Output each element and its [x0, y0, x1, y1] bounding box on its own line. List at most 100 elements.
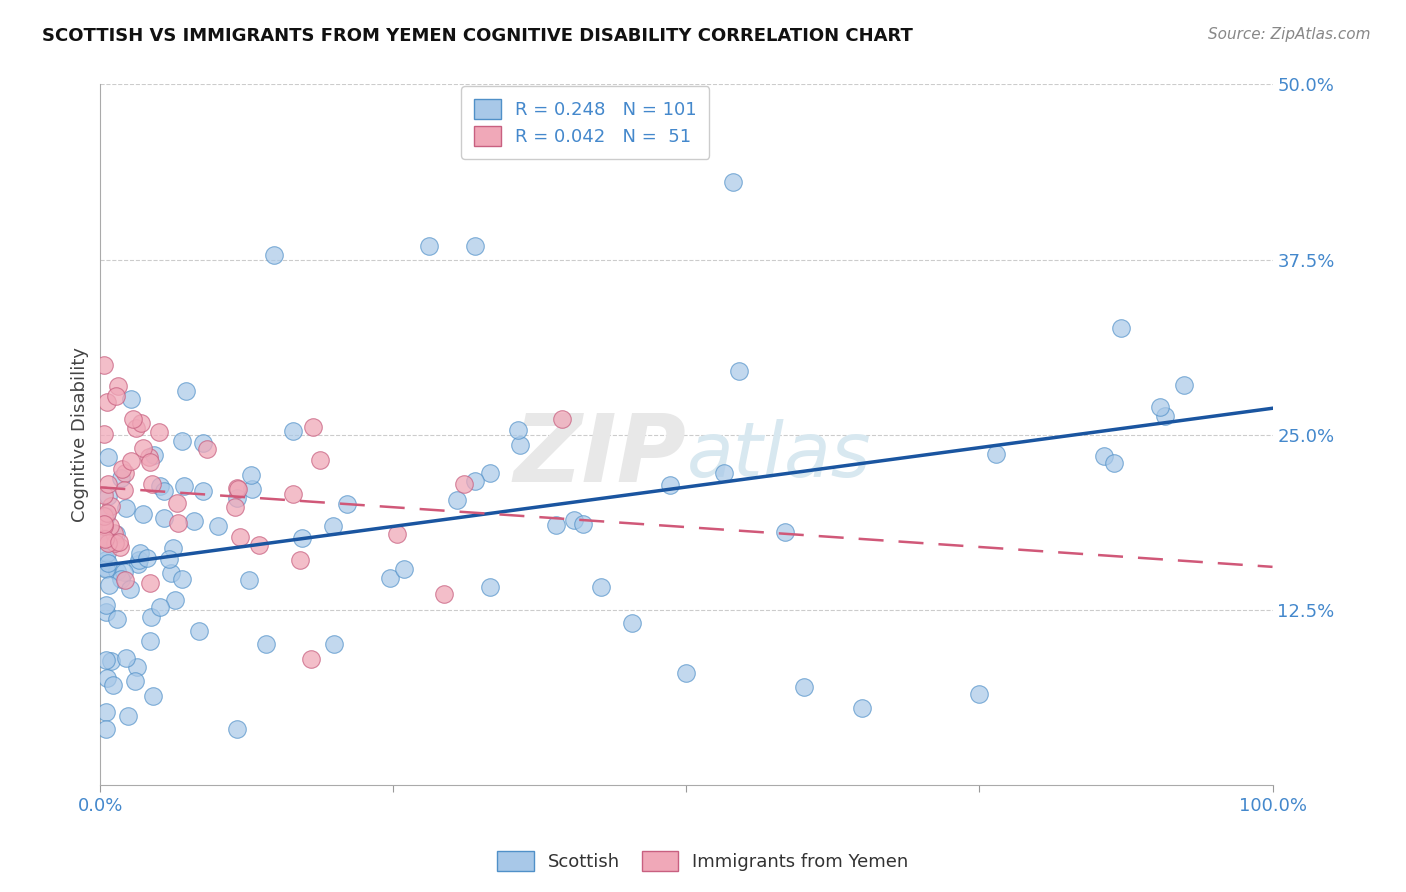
Point — [247, 538, 270, 552]
Point — [659, 478, 682, 492]
Point — [96, 722, 118, 736]
Point — [1153, 409, 1175, 424]
Point — [727, 364, 749, 378]
Point — [96, 394, 118, 409]
Point — [464, 238, 486, 252]
Point — [165, 593, 187, 607]
Point — [96, 671, 118, 685]
Point — [162, 541, 184, 555]
Point — [97, 536, 120, 550]
Point — [114, 650, 136, 665]
Point — [302, 420, 325, 434]
Point — [104, 526, 127, 541]
Point — [322, 637, 344, 651]
Point — [453, 476, 475, 491]
Point — [100, 519, 122, 533]
Point — [143, 449, 166, 463]
Point — [128, 553, 150, 567]
Point — [446, 493, 468, 508]
Point — [336, 497, 359, 511]
Point — [1094, 449, 1116, 463]
Point — [97, 476, 120, 491]
Point — [509, 438, 531, 452]
Point — [127, 660, 149, 674]
Point — [132, 441, 155, 455]
Point — [478, 580, 501, 594]
Point — [283, 424, 305, 438]
Y-axis label: Cognitive Disability: Cognitive Disability — [72, 347, 89, 522]
Point — [591, 580, 613, 594]
Point — [640, 140, 662, 154]
Point — [112, 566, 135, 580]
Point — [969, 687, 991, 701]
Point — [96, 553, 118, 567]
Point — [1149, 400, 1171, 414]
Point — [142, 689, 165, 703]
Point — [110, 541, 132, 555]
Point — [464, 474, 486, 488]
Point — [170, 434, 193, 448]
Point — [128, 546, 150, 560]
Point — [96, 562, 118, 576]
Point — [153, 484, 176, 499]
Point — [1102, 456, 1125, 470]
Point — [392, 562, 415, 576]
Point — [173, 479, 195, 493]
Point — [108, 535, 131, 549]
Point — [572, 517, 595, 532]
Point — [166, 496, 188, 510]
Point — [129, 416, 152, 430]
Point — [124, 420, 146, 434]
Point — [723, 176, 745, 190]
Point — [93, 517, 115, 532]
Point — [793, 680, 815, 694]
Point — [94, 532, 117, 546]
Text: SCOTTISH VS IMMIGRANTS FROM YEMEN COGNITIVE DISABILITY CORRELATION CHART: SCOTTISH VS IMMIGRANTS FROM YEMEN COGNIT… — [42, 27, 912, 45]
Point — [385, 527, 408, 541]
Point — [105, 612, 128, 626]
Point — [117, 709, 139, 723]
Point — [308, 453, 330, 467]
Point — [195, 442, 218, 456]
Point — [96, 598, 118, 612]
Point — [281, 487, 304, 501]
Point — [322, 519, 344, 533]
Point — [851, 700, 873, 714]
Point — [159, 566, 181, 580]
Text: atlas: atlas — [686, 418, 870, 492]
Text: ZIP: ZIP — [513, 409, 686, 501]
Text: Source: ZipAtlas.com: Source: ZipAtlas.com — [1208, 27, 1371, 42]
Point — [226, 491, 249, 505]
Point — [157, 552, 180, 566]
Point — [110, 572, 132, 586]
Point — [97, 489, 120, 503]
Point — [299, 651, 322, 665]
Point — [418, 238, 440, 252]
Point — [104, 388, 127, 402]
Point — [96, 546, 118, 560]
Point — [174, 384, 197, 399]
Point — [170, 572, 193, 586]
Point — [135, 551, 157, 566]
Point — [93, 426, 115, 441]
Point — [713, 467, 735, 481]
Point — [238, 573, 260, 587]
Point — [675, 665, 697, 680]
Point — [111, 462, 134, 476]
Point — [191, 484, 214, 499]
Point — [166, 516, 188, 530]
Point — [153, 511, 176, 525]
Point — [620, 616, 643, 631]
Point — [105, 564, 128, 578]
Point — [544, 517, 567, 532]
Point — [775, 524, 797, 539]
Point — [100, 499, 122, 513]
Point — [110, 470, 132, 484]
Legend: R = 0.248   N = 101, R = 0.042   N =  51: R = 0.248 N = 101, R = 0.042 N = 51 — [461, 87, 710, 159]
Point — [93, 488, 115, 502]
Point — [378, 571, 401, 585]
Point — [127, 558, 149, 572]
Point — [120, 392, 142, 407]
Point — [479, 466, 502, 480]
Point — [148, 425, 170, 439]
